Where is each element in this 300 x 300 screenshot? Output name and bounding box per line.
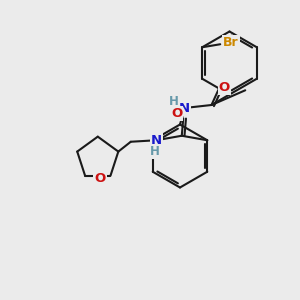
- Text: H: H: [169, 95, 179, 108]
- Text: N: N: [179, 101, 190, 115]
- Text: H: H: [150, 145, 160, 158]
- Text: O: O: [94, 172, 106, 185]
- Text: O: O: [171, 107, 182, 120]
- Text: O: O: [219, 80, 230, 94]
- Text: N: N: [151, 134, 162, 147]
- Text: Br: Br: [223, 36, 239, 49]
